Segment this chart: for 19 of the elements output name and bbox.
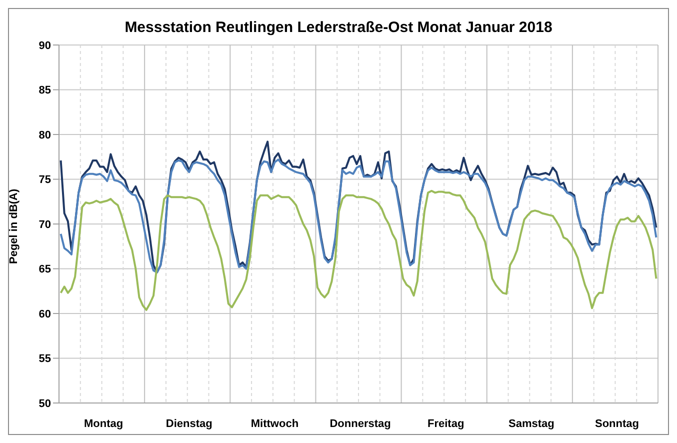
y-tick-label: 60: [38, 308, 51, 320]
y-tick-label: 65: [38, 264, 51, 276]
y-tick-label: 70: [38, 218, 51, 231]
y-tick-label: 50: [38, 398, 51, 410]
x-tick-label: Samstag: [508, 418, 554, 430]
x-tick-label: Freitag: [428, 418, 464, 430]
x-tick-label: Mittwoch: [250, 418, 299, 430]
x-tick-label: Dienstag: [166, 418, 212, 430]
y-tick-label: 85: [38, 84, 51, 97]
line-series: [60, 190, 658, 311]
x-tick-label: Sonntag: [594, 418, 639, 430]
chart-title: Messstation Reutlingen Lederstraße-Ost Monat Januar 2018: [124, 19, 554, 38]
y-tick-label: 90: [38, 40, 51, 52]
y-tick-label: 80: [38, 129, 51, 142]
y-tick-label: 75: [38, 174, 51, 186]
y-axis-title: Pegel in dB(A): [8, 188, 20, 264]
y-tick-label: 55: [38, 353, 51, 366]
x-tick-label: Montag: [84, 418, 124, 430]
x-tick-label: Donnerstag: [330, 418, 391, 430]
